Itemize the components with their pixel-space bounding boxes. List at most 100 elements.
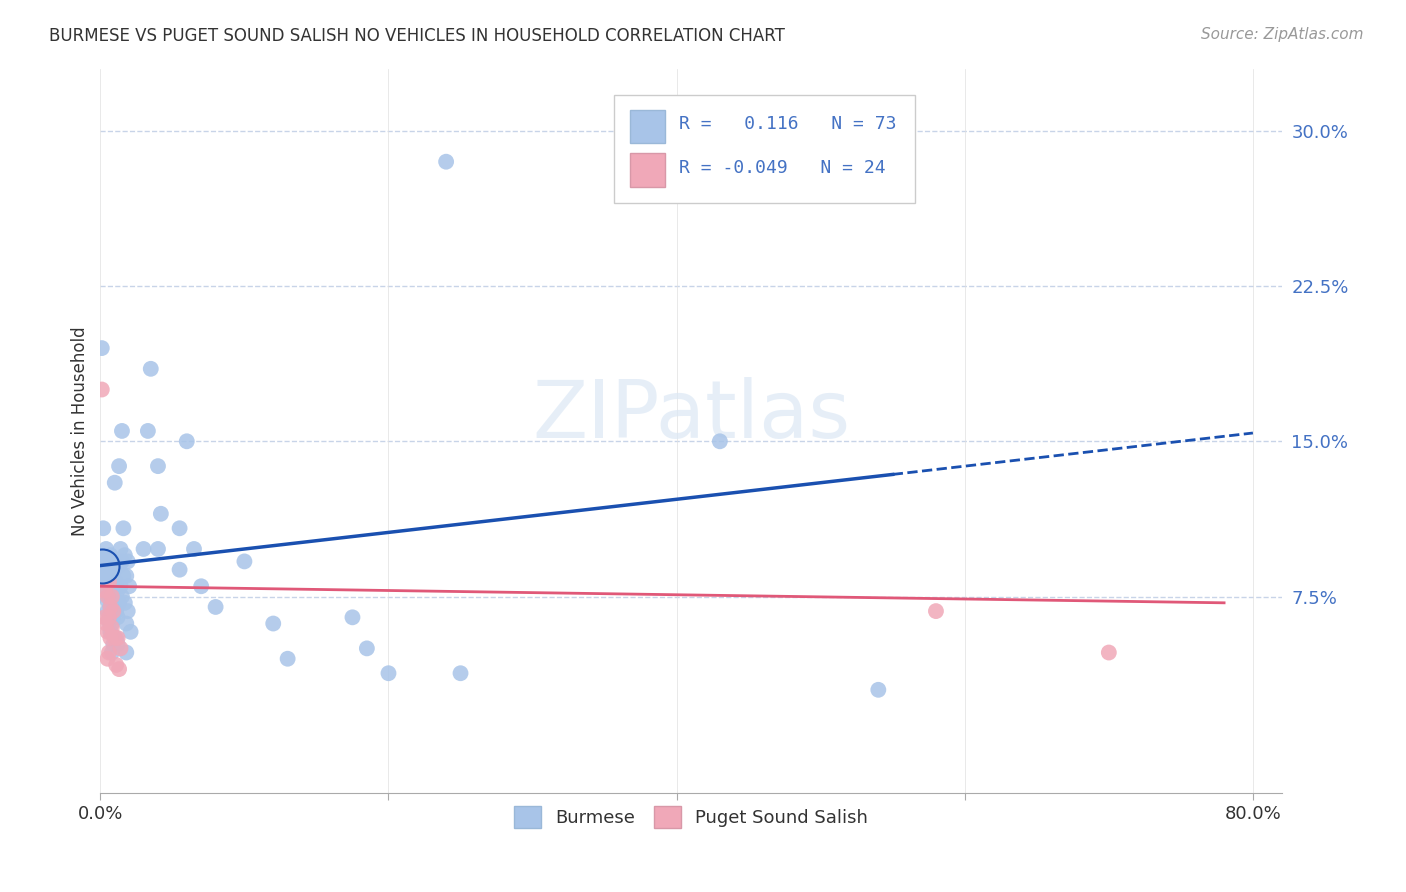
Point	[111, 554, 134, 568]
Point	[114, 548, 136, 562]
Point	[112, 569, 135, 583]
Point	[93, 610, 115, 624]
Point	[94, 616, 117, 631]
Point	[108, 596, 131, 610]
Point	[111, 590, 134, 604]
Point	[101, 621, 124, 635]
Point	[377, 666, 399, 681]
Point	[115, 616, 138, 631]
Point	[105, 575, 128, 590]
Point	[105, 631, 128, 645]
Point	[98, 563, 121, 577]
Point	[868, 682, 890, 697]
Point	[94, 541, 117, 556]
Point	[146, 459, 169, 474]
Point	[100, 575, 122, 590]
Point	[183, 541, 205, 556]
Point	[120, 624, 142, 639]
Point	[103, 637, 125, 651]
Point	[139, 361, 162, 376]
Point	[169, 521, 191, 535]
Point	[176, 434, 198, 449]
Point	[115, 569, 138, 583]
Point	[132, 541, 155, 556]
Point	[98, 615, 121, 629]
Text: Source: ZipAtlas.com: Source: ZipAtlas.com	[1201, 27, 1364, 42]
Point	[262, 616, 284, 631]
Point	[93, 573, 115, 587]
Point	[233, 554, 256, 568]
Point	[90, 341, 112, 355]
Point	[103, 604, 125, 618]
Point	[149, 507, 172, 521]
Point	[1098, 646, 1121, 660]
Point	[101, 646, 124, 660]
Point	[98, 610, 121, 624]
Point	[101, 590, 124, 604]
Text: R = -0.049   N = 24: R = -0.049 N = 24	[679, 159, 886, 177]
Point	[104, 475, 127, 490]
Point	[96, 593, 118, 607]
Text: R =   0.116   N = 73: R = 0.116 N = 73	[679, 115, 897, 133]
Point	[277, 651, 299, 665]
Point	[100, 599, 122, 614]
Point	[107, 583, 129, 598]
Point	[90, 383, 112, 397]
Point	[107, 610, 129, 624]
Point	[110, 641, 132, 656]
FancyBboxPatch shape	[614, 95, 915, 202]
Point	[169, 563, 191, 577]
Point	[96, 651, 118, 665]
Bar	[630, 153, 665, 186]
Point	[101, 616, 124, 631]
Point	[91, 554, 114, 568]
Point	[118, 579, 141, 593]
Point	[100, 599, 122, 614]
Point	[434, 154, 457, 169]
Point	[101, 590, 124, 604]
Point	[136, 424, 159, 438]
Point	[709, 434, 731, 449]
Point	[112, 521, 135, 535]
Point	[96, 583, 118, 598]
Point	[111, 424, 134, 438]
Text: BURMESE VS PUGET SOUND SALISH NO VEHICLES IN HOUSEHOLD CORRELATION CHART: BURMESE VS PUGET SOUND SALISH NO VEHICLE…	[49, 27, 785, 45]
Point	[100, 548, 122, 562]
Point	[204, 599, 226, 614]
Point	[342, 610, 364, 624]
Point	[90, 558, 112, 573]
Point	[104, 631, 127, 645]
Point	[98, 575, 121, 590]
Point	[190, 579, 212, 593]
Point	[93, 558, 115, 573]
Point	[107, 637, 129, 651]
Point	[105, 657, 128, 672]
Point	[103, 610, 125, 624]
Point	[356, 641, 378, 656]
Y-axis label: No Vehicles in Household: No Vehicles in Household	[72, 326, 89, 536]
Point	[98, 590, 121, 604]
Point	[96, 590, 118, 604]
Point	[450, 666, 472, 681]
Point	[105, 604, 128, 618]
Legend: Burmese, Puget Sound Salish: Burmese, Puget Sound Salish	[508, 798, 875, 835]
Point	[110, 541, 132, 556]
Point	[110, 579, 132, 593]
Point	[96, 604, 118, 618]
Point	[94, 575, 117, 590]
Point	[96, 624, 118, 639]
Bar	[630, 110, 665, 144]
Point	[101, 563, 124, 577]
Point	[91, 521, 114, 535]
Point	[115, 646, 138, 660]
Point	[96, 554, 118, 568]
Point	[114, 596, 136, 610]
Point	[104, 596, 127, 610]
Point	[103, 583, 125, 598]
Text: ZIPatlas: ZIPatlas	[531, 377, 851, 456]
Point	[94, 569, 117, 583]
Point	[117, 554, 139, 568]
Point	[108, 558, 131, 573]
Point	[117, 604, 139, 618]
Point	[100, 624, 122, 639]
